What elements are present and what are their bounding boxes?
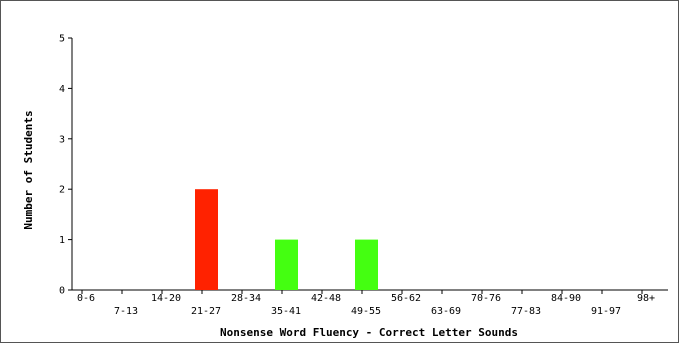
y-ticks: 0 1 2 3 4 5 (59, 34, 72, 297)
y-tick-label: 1 (59, 235, 65, 246)
y-tick-label: 3 (59, 134, 65, 145)
x-tick-label: 7-13 (114, 306, 138, 317)
x-axis-title: Nonsense Word Fluency - Correct Letter S… (220, 326, 518, 339)
x-tick-label: 49-55 (351, 306, 381, 317)
bars (195, 189, 378, 290)
y-axis-title: Number of Students (22, 110, 35, 229)
y-tick-label: 2 (59, 185, 65, 196)
x-tick-label: 35-41 (271, 306, 301, 317)
y-tick-label: 5 (59, 34, 65, 45)
x-tick-label: 14-20 (151, 293, 181, 304)
bar (275, 239, 298, 290)
x-tick-label: 21-27 (191, 306, 221, 317)
x-ticks: 0-6 7-13 14-20 21-27 28-34 35-41 42-48 49-55 56-… (77, 290, 655, 317)
x-tick-label: 0-6 (77, 293, 95, 304)
x-tick-label: 63-69 (431, 306, 461, 317)
bar (195, 189, 218, 290)
x-tick-label: 84-90 (551, 293, 581, 304)
x-tick-label: 91-97 (591, 306, 621, 317)
x-tick-label: 70-76 (471, 293, 501, 304)
x-tick-label: 28-34 (231, 293, 261, 304)
y-tick-label: 4 (59, 84, 65, 95)
y-tick-label: 0 (59, 286, 65, 297)
x-tick-label: 56-62 (391, 293, 421, 304)
x-tick-label: 98+ (637, 293, 655, 304)
x-tick-label: 42-48 (311, 293, 341, 304)
bar (355, 239, 378, 290)
x-tick-label: 77-83 (511, 306, 541, 317)
